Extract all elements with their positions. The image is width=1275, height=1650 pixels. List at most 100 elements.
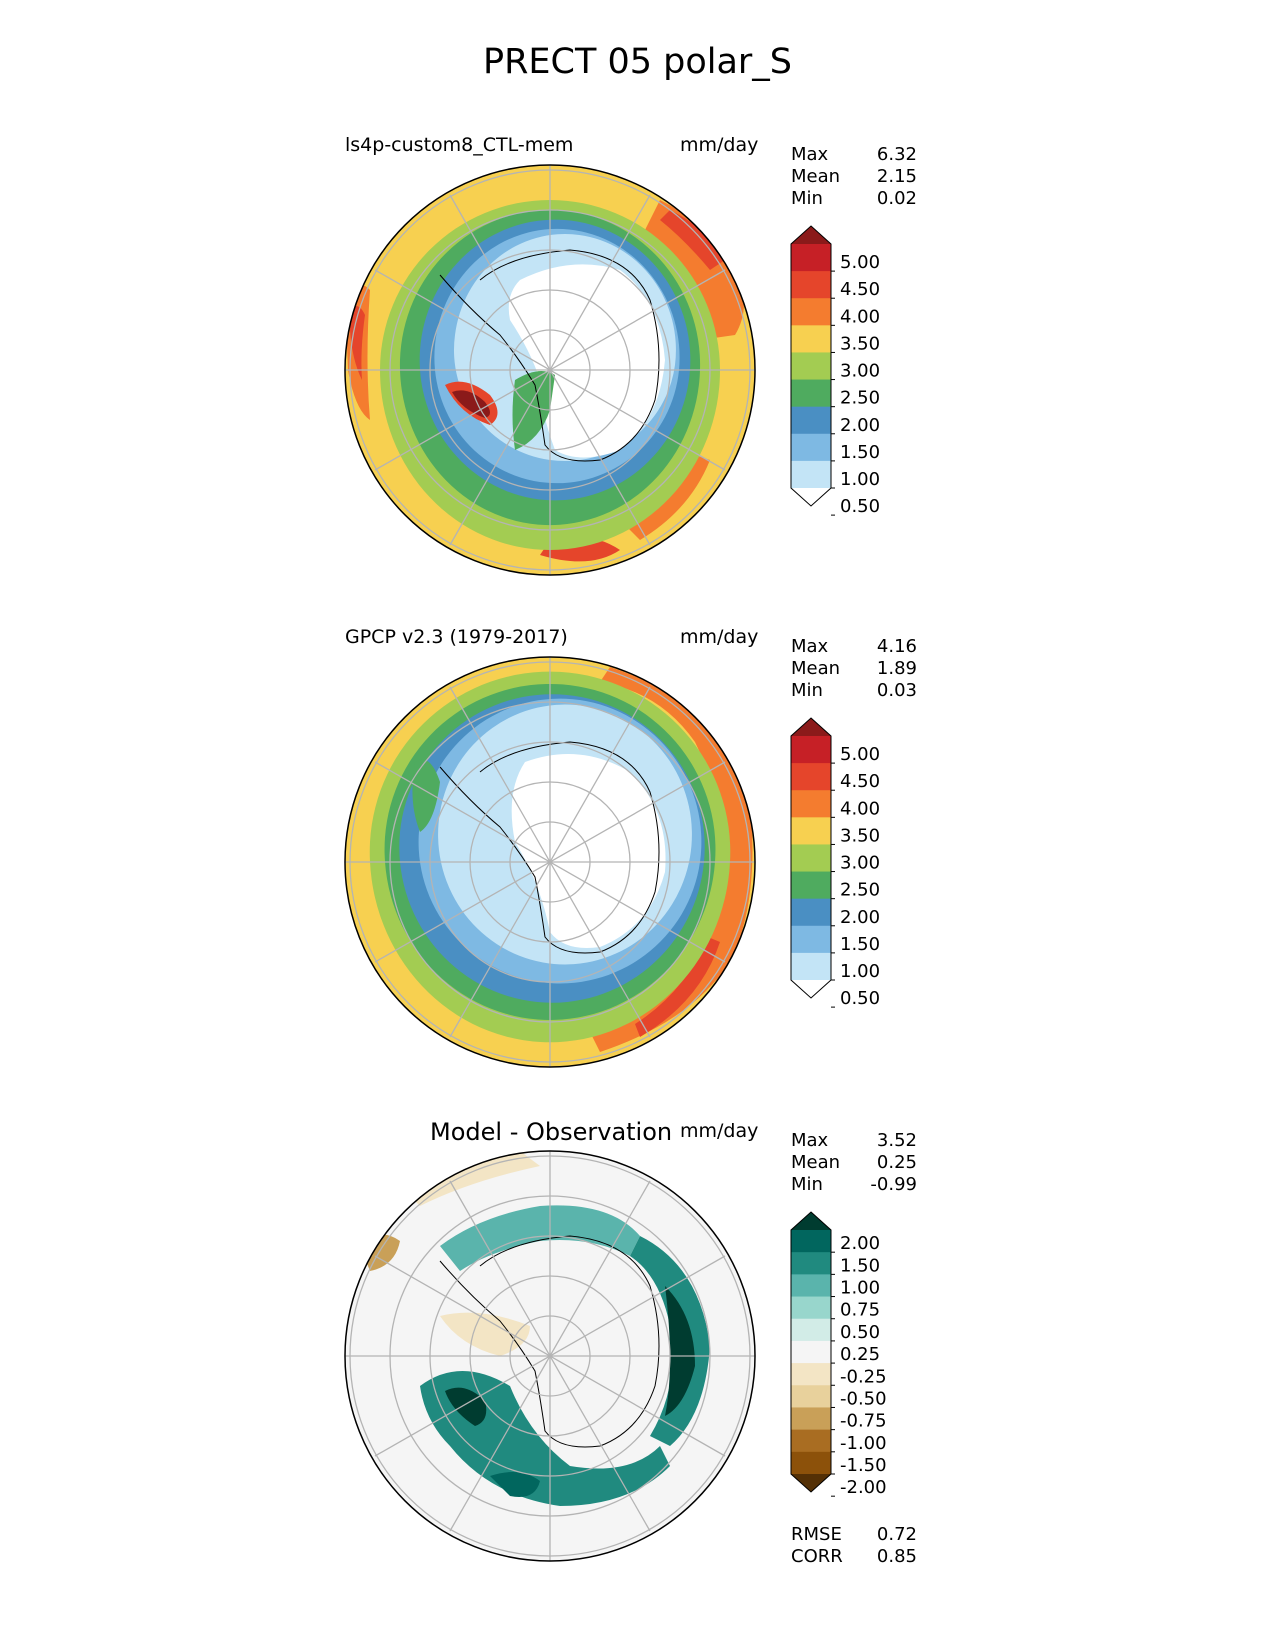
colorbar-label: 2.50 — [840, 880, 880, 901]
stat-max: 4.16 — [876, 636, 917, 657]
stat-min: 0.02 — [876, 188, 917, 209]
colorbar-segment — [791, 1429, 831, 1453]
figure-title: PRECT 05 polar_S — [482, 42, 793, 82]
colorbar-segment — [791, 460, 831, 489]
metric-corr: 0.85 — [876, 1546, 917, 1567]
map-boundary — [344, 656, 756, 1068]
precip-contour — [512, 371, 555, 450]
coastline — [439, 1235, 660, 1448]
diff-contour — [490, 1472, 540, 1497]
precip-contour — [660, 210, 725, 270]
colorbar-segment — [791, 379, 831, 408]
precip-contour — [452, 390, 490, 418]
colorbar-label: -1.50 — [840, 1455, 887, 1476]
colorbar-label: 0.50 — [840, 988, 880, 1009]
precip-contour — [635, 937, 720, 1037]
colorbar-label: 3.50 — [840, 333, 880, 354]
colorbar-label: 4.50 — [840, 771, 880, 792]
stat-label: Mean — [791, 658, 841, 679]
diff-contour — [445, 1387, 487, 1426]
colorbar-segment — [791, 1252, 831, 1275]
diff-contour — [665, 1286, 695, 1416]
coastline — [439, 741, 660, 954]
metric-label: RMSE — [791, 1524, 842, 1545]
metric-label: CORR — [791, 1546, 843, 1567]
colorbar-segment — [791, 1407, 831, 1431]
colorbar-segment — [791, 763, 831, 791]
colorbar-outline — [790, 1211, 832, 1493]
panel-3-title: Model - Observation — [430, 1118, 673, 1146]
diff-contour — [630, 1236, 710, 1446]
panel-2-colorbar: 5.00 4.50 4.00 3.50 3.00 2.50 2.00 1.50 1.00 0.50 — [790, 717, 880, 1009]
panel-2-stats: Max 4.16 Mean 1.89 Min 0.03 — [791, 636, 917, 702]
stat-max: 6.32 — [876, 144, 917, 165]
coastline — [439, 249, 660, 462]
colorbar-segment — [791, 844, 831, 873]
panel-1-map — [344, 164, 756, 576]
colorbar-segment — [791, 433, 831, 462]
map-boundary — [344, 164, 756, 576]
colorbar-segment — [791, 1274, 831, 1298]
colorbar-extend-min — [791, 1474, 831, 1492]
colorbar-segment — [791, 952, 831, 981]
stat-label: Mean — [791, 1152, 841, 1173]
precip-contour — [412, 759, 440, 832]
colorbar-label: 0.50 — [840, 496, 880, 517]
colorbar-segment — [791, 1451, 831, 1475]
stat-max: 3.52 — [876, 1130, 917, 1151]
precip-contour — [640, 200, 744, 340]
stat-label: Max — [791, 144, 829, 165]
stat-mean: 1.89 — [876, 658, 917, 679]
colorbar-extend-min — [791, 980, 831, 998]
colorbar-segment — [791, 1318, 831, 1342]
colorbar-label: 4.50 — [840, 279, 880, 300]
panel-1-colorbar: 5.00 4.50 4.00 3.50 3.00 2.50 2.00 1.50 1.00 0.50 — [790, 225, 880, 517]
colorbar-label: 0.75 — [840, 1300, 880, 1321]
colorbar-extend-max — [791, 226, 831, 244]
colorbar-label: 1.50 — [840, 1255, 880, 1276]
stat-label: Min — [791, 680, 823, 701]
colorbar-label: 1.50 — [840, 934, 880, 955]
colorbar-segment — [791, 1363, 831, 1386]
colorbar-segment — [791, 244, 831, 272]
precip-contour — [350, 306, 365, 380]
colorbar-segment — [791, 736, 831, 764]
colorbar-label: -2.00 — [840, 1477, 887, 1498]
colorbar-label: 1.50 — [840, 442, 880, 463]
colorbar-label: 0.50 — [840, 1322, 880, 1343]
colorbar-label: 1.00 — [840, 469, 880, 490]
colorbar-label: 2.00 — [840, 1233, 880, 1254]
panel-3-units: mm/day — [680, 1120, 759, 1142]
colorbar-label: 4.00 — [840, 306, 880, 327]
stat-min: 0.03 — [876, 680, 917, 701]
colorbar-label: 2.50 — [840, 388, 880, 409]
colorbar-segment — [791, 1230, 831, 1253]
colorbar-label: 4.00 — [840, 798, 880, 819]
stat-label: Max — [791, 636, 829, 657]
colorbar-label: 3.50 — [840, 825, 880, 846]
colorbar-outline — [790, 717, 832, 999]
colorbar-label: 3.00 — [840, 361, 880, 382]
diff-contour — [440, 1205, 640, 1271]
colorbar-label: 2.00 — [840, 415, 880, 436]
colorbar-segment — [791, 871, 831, 900]
panel-1-units: mm/day — [680, 134, 759, 156]
stat-label: Max — [791, 1130, 829, 1151]
colorbar-outline — [790, 225, 832, 507]
panel-1-stats: Max 6.32 Mean 2.15 Min 0.02 — [791, 144, 917, 210]
panel-3-colorbar: 2.001.501.000.750.500.25-0.25-0.50-0.75-… — [790, 1211, 887, 1498]
stat-mean: 0.25 — [876, 1152, 917, 1173]
colorbar-segment — [791, 271, 831, 299]
colorbar-label: -0.50 — [840, 1388, 887, 1409]
colorbar-label: 2.00 — [840, 907, 880, 928]
stat-mean: 2.15 — [876, 166, 917, 187]
colorbar-label: 1.00 — [840, 1278, 880, 1299]
colorbar-segment — [791, 817, 831, 845]
colorbar-label: 0.25 — [840, 1344, 880, 1365]
colorbar-segment — [791, 406, 831, 435]
colorbar-segment — [791, 325, 831, 353]
stat-label: Mean — [791, 166, 841, 187]
colorbar-label: 5.00 — [840, 252, 880, 273]
graticule — [345, 165, 755, 575]
colorbar-label: -1.00 — [840, 1433, 887, 1454]
